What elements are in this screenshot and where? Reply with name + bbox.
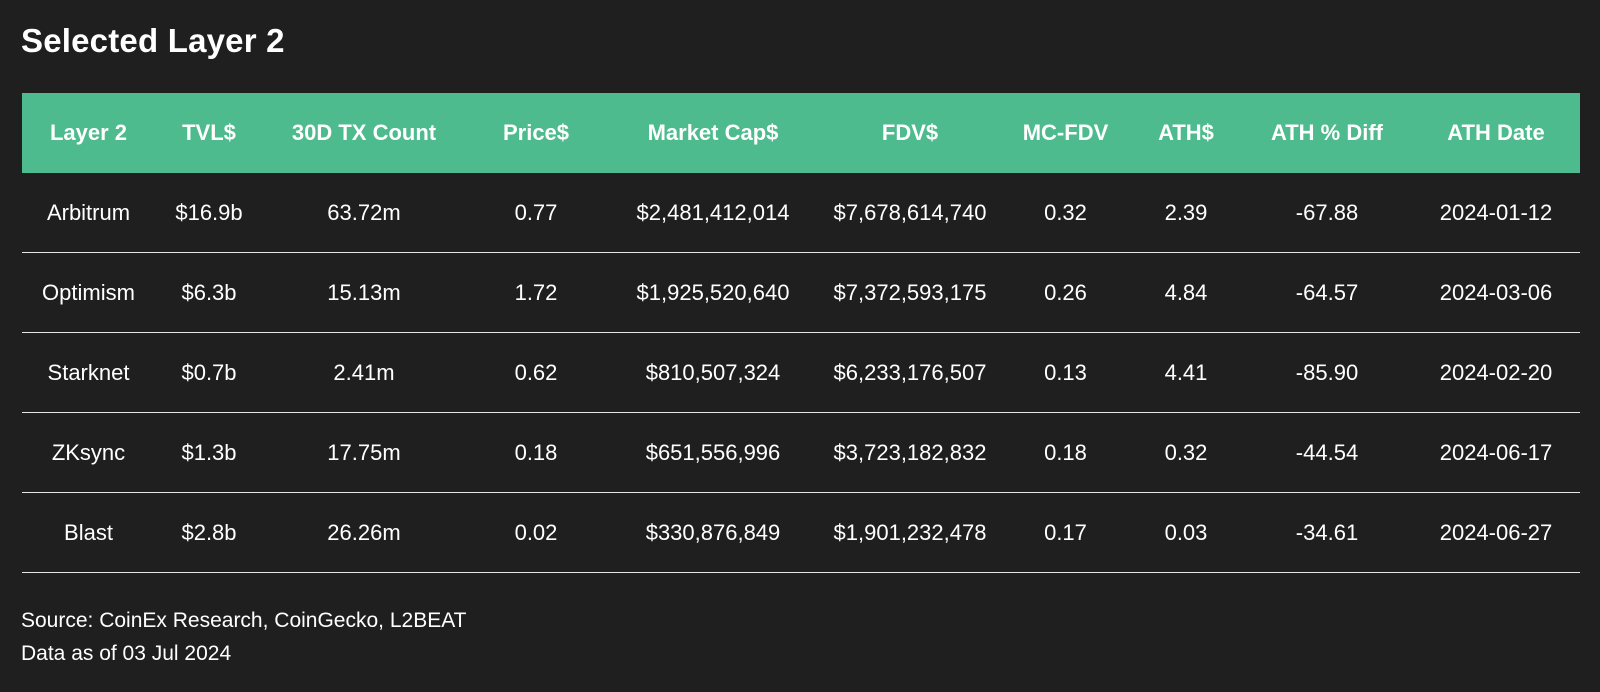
table-cell: $6,233,176,507 — [819, 332, 1001, 413]
table-cell: 0.77 — [465, 173, 607, 253]
table-cell: $651,556,996 — [607, 412, 819, 493]
table-row: Starknet $0.7b 2.41m 0.62 $810,507,324 $… — [22, 332, 1580, 413]
table-cell: 0.26 — [1001, 252, 1130, 333]
table-cell: $810,507,324 — [607, 332, 819, 413]
table-cell: $6.3b — [155, 252, 263, 333]
table-cell: 1.72 — [465, 252, 607, 333]
table-cell: 0.32 — [1001, 173, 1130, 253]
column-header-tvl: TVL$ — [182, 120, 236, 145]
table-cell: -44.54 — [1242, 412, 1412, 493]
table-cell: Starknet — [22, 332, 155, 413]
table-cell: 2024-01-12 — [1412, 173, 1580, 253]
table-row: Blast $2.8b 26.26m 0.02 $330,876,849 $1,… — [22, 492, 1580, 573]
table-cell: $16.9b — [155, 173, 263, 253]
table-cell: 63.72m — [263, 173, 465, 253]
layer2-table: Layer 2 TVL$ 30D TX Count Price$ Market … — [22, 93, 1580, 573]
table-cell: 0.13 — [1001, 332, 1130, 413]
table-cell: Optimism — [22, 252, 155, 333]
table-row: ZKsync $1.3b 17.75m 0.18 $651,556,996 $3… — [22, 412, 1580, 493]
table-cell: 4.41 — [1130, 332, 1242, 413]
column-header-ath: ATH$ — [1158, 120, 1214, 145]
table-cell: 2024-03-06 — [1412, 252, 1580, 333]
source-note: Source: CoinEx Research, CoinGecko, L2BE… — [21, 604, 466, 670]
table-cell: ZKsync — [22, 412, 155, 493]
table-cell: 4.84 — [1130, 252, 1242, 333]
table-cell: 0.18 — [465, 412, 607, 493]
table-cell: -64.57 — [1242, 252, 1412, 333]
table-cell: 0.62 — [465, 332, 607, 413]
column-header-layer2: Layer 2 — [49, 120, 128, 145]
table-cell: $2,481,412,014 — [607, 173, 819, 253]
table-cell: 2024-06-17 — [1412, 412, 1580, 493]
column-header-ath-diff: ATH % Diff — [1270, 120, 1384, 145]
table-cell: 0.32 — [1130, 412, 1242, 493]
table-cell: 0.02 — [465, 492, 607, 573]
table-cell: $7,678,614,740 — [819, 173, 1001, 253]
table-cell: 2024-06-27 — [1412, 492, 1580, 573]
table-cell: $2.8b — [155, 492, 263, 573]
table-cell: 2.39 — [1130, 173, 1242, 253]
table-cell: $3,723,182,832 — [819, 412, 1001, 493]
table-row: Arbitrum $16.9b 63.72m 0.77 $2,481,412,0… — [22, 173, 1580, 253]
column-header-tx-count: 30D TX Count — [291, 120, 437, 145]
table-cell: $1,925,520,640 — [607, 252, 819, 333]
column-header-fdv: FDV$ — [881, 120, 939, 145]
table-cell: 26.26m — [263, 492, 465, 573]
table-cell: 2.41m — [263, 332, 465, 413]
page-title: Selected Layer 2 — [21, 22, 285, 59]
table-cell: Arbitrum — [22, 173, 155, 253]
table-cell: Blast — [22, 492, 155, 573]
data-date-text: Data as of 03 Jul 2024 — [21, 642, 232, 665]
column-header-price: Price$ — [502, 120, 570, 145]
table-cell: $7,372,593,175 — [819, 252, 1001, 333]
table-cell: 0.03 — [1130, 492, 1242, 573]
table-cell: -34.61 — [1242, 492, 1412, 573]
table-cell: -85.90 — [1242, 332, 1412, 413]
column-header-market-cap: Market Cap$ — [647, 120, 779, 145]
table-cell: 2024-02-20 — [1412, 332, 1580, 413]
column-header-ath-date: ATH Date — [1447, 120, 1545, 145]
table-cell: 15.13m — [263, 252, 465, 333]
table-row: Optimism $6.3b 15.13m 1.72 $1,925,520,64… — [22, 252, 1580, 333]
table-cell: $330,876,849 — [607, 492, 819, 573]
table-cell: 0.18 — [1001, 412, 1130, 493]
source-text: Source: CoinEx Research, CoinGecko, L2BE… — [21, 609, 467, 632]
table-header-row: Layer 2 TVL$ 30D TX Count Price$ Market … — [22, 93, 1580, 173]
column-header-mc-fdv: MC-FDV — [1022, 120, 1109, 145]
table-cell: $1,901,232,478 — [819, 492, 1001, 573]
table-cell: 17.75m — [263, 412, 465, 493]
table-cell: $0.7b — [155, 332, 263, 413]
table-cell: 0.17 — [1001, 492, 1130, 573]
table-cell: -67.88 — [1242, 173, 1412, 253]
table-cell: $1.3b — [155, 412, 263, 493]
